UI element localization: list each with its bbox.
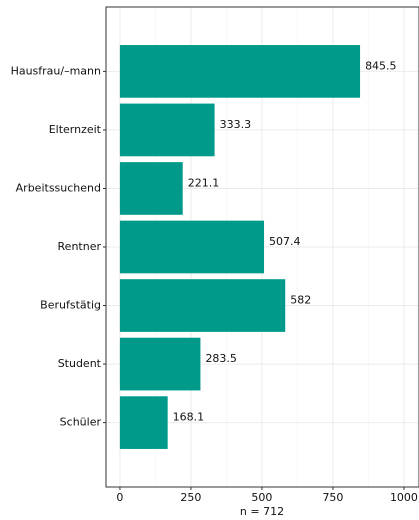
x-tick-label: 0	[116, 491, 123, 504]
y-tick-label: Hausfrau/–mann	[11, 64, 101, 77]
x-tick-label: 500	[251, 491, 272, 504]
y-tick-label: Berufstätig	[40, 299, 101, 312]
data-label: 283.5	[205, 352, 237, 365]
x-tick-label: 750	[322, 491, 343, 504]
data-label: 507.4	[269, 235, 301, 248]
bar	[119, 396, 168, 449]
x-tick-label: 250	[180, 491, 201, 504]
bar	[119, 103, 215, 157]
bar	[119, 279, 286, 332]
bar	[119, 162, 183, 215]
x-axis-label: n = 712	[240, 505, 284, 518]
data-label: 221.1	[188, 176, 220, 189]
x-tick-label: 1000	[390, 491, 418, 504]
data-label: 168.1	[173, 411, 205, 424]
bar	[119, 337, 201, 391]
data-label: 333.3	[220, 118, 252, 131]
y-tick-label: Arbeitssuchend	[16, 181, 101, 194]
y-tick-label: Student	[58, 357, 102, 370]
bar	[119, 45, 361, 98]
panel-border	[105, 6, 419, 488]
y-tick-label: Rentner	[58, 240, 102, 253]
bar	[119, 220, 265, 274]
data-label: 582	[290, 294, 311, 307]
y-tick-label: Schüler	[60, 416, 102, 429]
data-label: 845.5	[365, 59, 397, 72]
y-tick-label: Elternzeit	[49, 123, 102, 136]
